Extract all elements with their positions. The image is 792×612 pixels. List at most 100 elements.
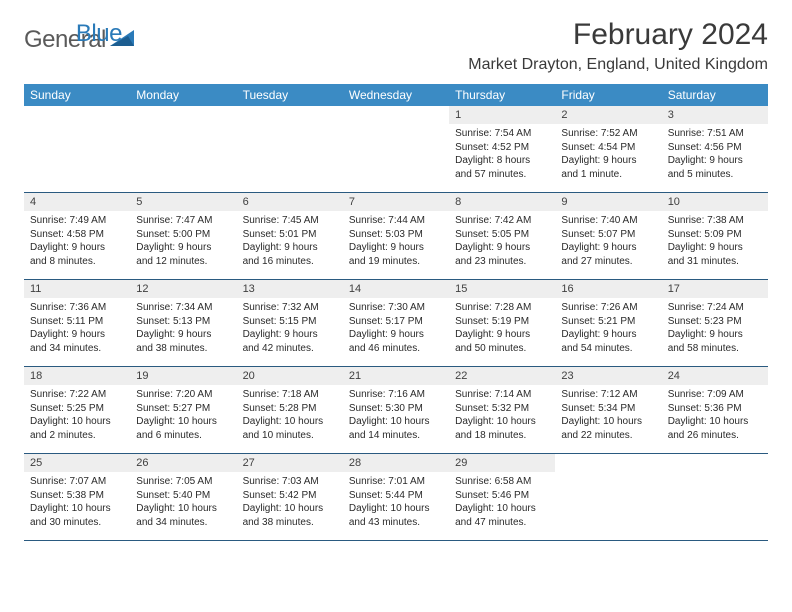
day-cell <box>24 106 130 193</box>
day-number: 16 <box>555 280 661 298</box>
day-cell: 22Sunrise: 7:14 AMSunset: 5:32 PMDayligh… <box>449 367 555 454</box>
day-cell: 21Sunrise: 7:16 AMSunset: 5:30 PMDayligh… <box>343 367 449 454</box>
day-cell: 3Sunrise: 7:51 AMSunset: 4:56 PMDaylight… <box>662 106 768 193</box>
day-cell: 13Sunrise: 7:32 AMSunset: 5:15 PMDayligh… <box>237 280 343 367</box>
day-details: Sunrise: 7:24 AMSunset: 5:23 PMDaylight:… <box>662 298 768 359</box>
day-cell: 29Sunrise: 6:58 AMSunset: 5:46 PMDayligh… <box>449 454 555 541</box>
day-cell: 14Sunrise: 7:30 AMSunset: 5:17 PMDayligh… <box>343 280 449 367</box>
dow-cell: Saturday <box>662 84 768 106</box>
day-cell: 19Sunrise: 7:20 AMSunset: 5:27 PMDayligh… <box>130 367 236 454</box>
day-cell: 8Sunrise: 7:42 AMSunset: 5:05 PMDaylight… <box>449 193 555 280</box>
day-cell: 20Sunrise: 7:18 AMSunset: 5:28 PMDayligh… <box>237 367 343 454</box>
day-number: 9 <box>555 193 661 211</box>
dow-cell: Monday <box>130 84 236 106</box>
calendar-table: Sunday Monday Tuesday Wednesday Thursday… <box>24 84 768 541</box>
day-number: 23 <box>555 367 661 385</box>
day-number: 12 <box>130 280 236 298</box>
day-details: Sunrise: 7:20 AMSunset: 5:27 PMDaylight:… <box>130 385 236 446</box>
day-cell: 27Sunrise: 7:03 AMSunset: 5:42 PMDayligh… <box>237 454 343 541</box>
day-number: 18 <box>24 367 130 385</box>
day-number: 26 <box>130 454 236 472</box>
day-number: 5 <box>130 193 236 211</box>
day-details: Sunrise: 7:09 AMSunset: 5:36 PMDaylight:… <box>662 385 768 446</box>
day-number: 22 <box>449 367 555 385</box>
day-number: 4 <box>24 193 130 211</box>
day-number: 6 <box>237 193 343 211</box>
day-number: 28 <box>343 454 449 472</box>
day-details: Sunrise: 7:16 AMSunset: 5:30 PMDaylight:… <box>343 385 449 446</box>
day-cell: 23Sunrise: 7:12 AMSunset: 5:34 PMDayligh… <box>555 367 661 454</box>
day-number: 29 <box>449 454 555 472</box>
day-number: 25 <box>24 454 130 472</box>
day-cell: 7Sunrise: 7:44 AMSunset: 5:03 PMDaylight… <box>343 193 449 280</box>
dow-cell: Friday <box>555 84 661 106</box>
week-row: 25Sunrise: 7:07 AMSunset: 5:38 PMDayligh… <box>24 454 768 541</box>
day-details: Sunrise: 7:01 AMSunset: 5:44 PMDaylight:… <box>343 472 449 533</box>
day-cell: 16Sunrise: 7:26 AMSunset: 5:21 PMDayligh… <box>555 280 661 367</box>
day-number: 20 <box>237 367 343 385</box>
day-cell: 24Sunrise: 7:09 AMSunset: 5:36 PMDayligh… <box>662 367 768 454</box>
brand-name-2: Blue <box>76 20 122 48</box>
day-details: Sunrise: 7:30 AMSunset: 5:17 PMDaylight:… <box>343 298 449 359</box>
day-details: Sunrise: 7:26 AMSunset: 5:21 PMDaylight:… <box>555 298 661 359</box>
day-cell: 15Sunrise: 7:28 AMSunset: 5:19 PMDayligh… <box>449 280 555 367</box>
day-details: Sunrise: 7:49 AMSunset: 4:58 PMDaylight:… <box>24 211 130 272</box>
day-details: Sunrise: 7:47 AMSunset: 5:00 PMDaylight:… <box>130 211 236 272</box>
day-cell <box>343 106 449 193</box>
day-number: 3 <box>662 106 768 124</box>
day-details: Sunrise: 7:05 AMSunset: 5:40 PMDaylight:… <box>130 472 236 533</box>
day-details: Sunrise: 7:44 AMSunset: 5:03 PMDaylight:… <box>343 211 449 272</box>
day-number: 17 <box>662 280 768 298</box>
day-number: 2 <box>555 106 661 124</box>
day-details: Sunrise: 7:38 AMSunset: 5:09 PMDaylight:… <box>662 211 768 272</box>
day-details: Sunrise: 7:54 AMSunset: 4:52 PMDaylight:… <box>449 124 555 185</box>
month-title: February 2024 <box>468 18 768 52</box>
day-details: Sunrise: 7:07 AMSunset: 5:38 PMDaylight:… <box>24 472 130 533</box>
day-number: 15 <box>449 280 555 298</box>
title-block: February 2024 Market Drayton, England, U… <box>468 18 768 74</box>
dow-cell: Thursday <box>449 84 555 106</box>
day-details: Sunrise: 7:36 AMSunset: 5:11 PMDaylight:… <box>24 298 130 359</box>
day-details: Sunrise: 7:45 AMSunset: 5:01 PMDaylight:… <box>237 211 343 272</box>
day-cell <box>237 106 343 193</box>
day-cell: 4Sunrise: 7:49 AMSunset: 4:58 PMDaylight… <box>24 193 130 280</box>
day-details: Sunrise: 7:32 AMSunset: 5:15 PMDaylight:… <box>237 298 343 359</box>
day-cell: 11Sunrise: 7:36 AMSunset: 5:11 PMDayligh… <box>24 280 130 367</box>
dow-cell: Tuesday <box>237 84 343 106</box>
day-details: Sunrise: 6:58 AMSunset: 5:46 PMDaylight:… <box>449 472 555 533</box>
day-details: Sunrise: 7:03 AMSunset: 5:42 PMDaylight:… <box>237 472 343 533</box>
day-cell: 18Sunrise: 7:22 AMSunset: 5:25 PMDayligh… <box>24 367 130 454</box>
week-row: 1Sunrise: 7:54 AMSunset: 4:52 PMDaylight… <box>24 106 768 193</box>
location: Market Drayton, England, United Kingdom <box>468 56 768 74</box>
day-details: Sunrise: 7:42 AMSunset: 5:05 PMDaylight:… <box>449 211 555 272</box>
day-of-week-row: Sunday Monday Tuesday Wednesday Thursday… <box>24 84 768 106</box>
day-cell <box>555 454 661 541</box>
day-number: 7 <box>343 193 449 211</box>
day-cell: 2Sunrise: 7:52 AMSunset: 4:54 PMDaylight… <box>555 106 661 193</box>
day-details: Sunrise: 7:52 AMSunset: 4:54 PMDaylight:… <box>555 124 661 185</box>
day-details: Sunrise: 7:51 AMSunset: 4:56 PMDaylight:… <box>662 124 768 185</box>
day-cell: 17Sunrise: 7:24 AMSunset: 5:23 PMDayligh… <box>662 280 768 367</box>
day-cell: 26Sunrise: 7:05 AMSunset: 5:40 PMDayligh… <box>130 454 236 541</box>
day-cell: 5Sunrise: 7:47 AMSunset: 5:00 PMDaylight… <box>130 193 236 280</box>
day-cell: 1Sunrise: 7:54 AMSunset: 4:52 PMDaylight… <box>449 106 555 193</box>
week-row: 18Sunrise: 7:22 AMSunset: 5:25 PMDayligh… <box>24 367 768 454</box>
dow-cell: Wednesday <box>343 84 449 106</box>
day-number: 10 <box>662 193 768 211</box>
day-details: Sunrise: 7:22 AMSunset: 5:25 PMDaylight:… <box>24 385 130 446</box>
header: General Blue February 2024 Market Drayto… <box>24 18 768 74</box>
day-number: 24 <box>662 367 768 385</box>
day-cell: 10Sunrise: 7:38 AMSunset: 5:09 PMDayligh… <box>662 193 768 280</box>
day-cell: 25Sunrise: 7:07 AMSunset: 5:38 PMDayligh… <box>24 454 130 541</box>
day-cell: 9Sunrise: 7:40 AMSunset: 5:07 PMDaylight… <box>555 193 661 280</box>
day-details: Sunrise: 7:12 AMSunset: 5:34 PMDaylight:… <box>555 385 661 446</box>
day-number: 11 <box>24 280 130 298</box>
week-row: 4Sunrise: 7:49 AMSunset: 4:58 PMDaylight… <box>24 193 768 280</box>
day-number: 19 <box>130 367 236 385</box>
day-details: Sunrise: 7:14 AMSunset: 5:32 PMDaylight:… <box>449 385 555 446</box>
calendar-page: General Blue February 2024 Market Drayto… <box>0 0 792 541</box>
day-details: Sunrise: 7:18 AMSunset: 5:28 PMDaylight:… <box>237 385 343 446</box>
day-cell: 28Sunrise: 7:01 AMSunset: 5:44 PMDayligh… <box>343 454 449 541</box>
dow-cell: Sunday <box>24 84 130 106</box>
week-row: 11Sunrise: 7:36 AMSunset: 5:11 PMDayligh… <box>24 280 768 367</box>
